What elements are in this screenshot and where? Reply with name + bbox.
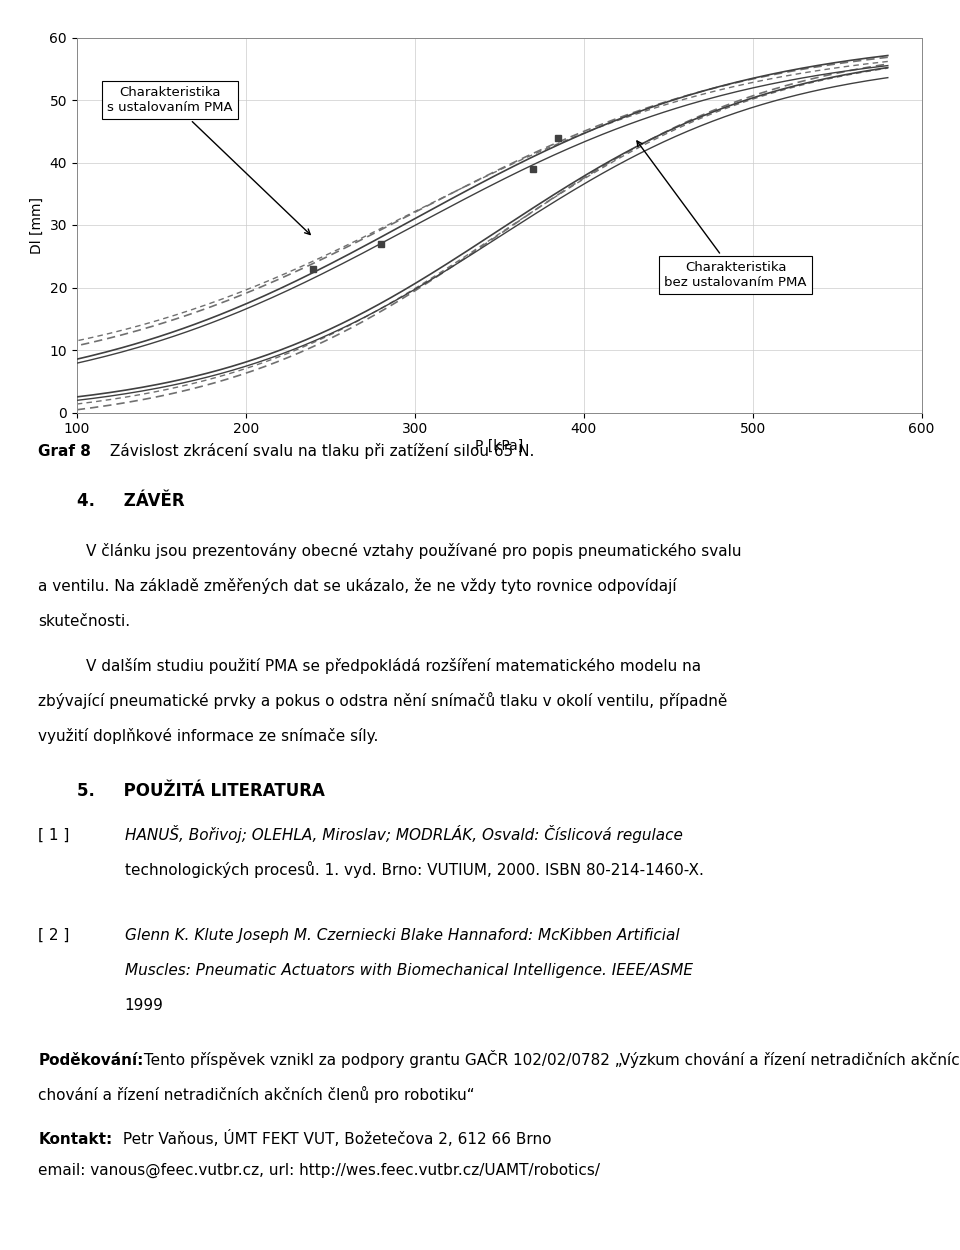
Text: Charakteristika
bez ustalovaním PMA: Charakteristika bez ustalovaním PMA — [636, 141, 807, 289]
Text: [ 1 ]: [ 1 ] — [38, 828, 70, 842]
Text: Muscles: Pneumatic Actuators with Biomechanical Intelligence. IEEE/ASME: Muscles: Pneumatic Actuators with Biomec… — [125, 962, 693, 978]
Text: HANUŠ, Bořivoj; OLEHLA, Miroslav; MODRLÁK, Osvald: Číslicová regulace: HANUŠ, Bořivoj; OLEHLA, Miroslav; MODRLÁ… — [125, 825, 683, 842]
Text: 5.     POUŽITÁ LITERATURA: 5. POUŽITÁ LITERATURA — [77, 782, 324, 800]
Text: technologických procesů. 1. vyd. Brno: VUTIUM, 2000. ISBN 80-214-1460-X.: technologických procesů. 1. vyd. Brno: V… — [125, 861, 704, 877]
Text: Kontakt:: Kontakt: — [38, 1131, 112, 1146]
Text: skutečnosti.: skutečnosti. — [38, 614, 131, 629]
Text: 1999: 1999 — [125, 998, 163, 1012]
Text: V článku jsou prezentovány obecné vztahy používané pro popis pneumatického svalu: V článku jsou prezentovány obecné vztahy… — [86, 544, 742, 559]
X-axis label: P [kPa]: P [kPa] — [475, 439, 523, 452]
Text: 4.     ZÁVĚR: 4. ZÁVĚR — [77, 492, 184, 510]
Text: využití doplňkové informace ze snímače síly.: využití doplňkové informace ze snímače s… — [38, 729, 379, 744]
Text: Charakteristika
s ustalovaním PMA: Charakteristika s ustalovaním PMA — [107, 86, 310, 235]
Text: Glenn K. Klute Joseph M. Czerniecki Blake Hannaford: McKibben Artificial: Glenn K. Klute Joseph M. Czerniecki Blak… — [125, 928, 680, 942]
Text: Tento příspěvek vznikl za podpory grantu GAČR 102/02/0782 „Výzkum chování a říze: Tento příspěvek vznikl za podpory grantu… — [139, 1050, 960, 1068]
Text: [ 2 ]: [ 2 ] — [38, 928, 70, 942]
Text: Poděkování:: Poděkování: — [38, 1052, 144, 1068]
Text: zbývající pneumatické prvky a pokus o odstra nění snímačů tlaku v okolí ventilu,: zbývající pneumatické prvky a pokus o od… — [38, 693, 728, 709]
Text: Závislost zkrácení svalu na tlaku při zatížení silou 65 N.: Závislost zkrácení svalu na tlaku při za… — [110, 444, 535, 459]
Text: Graf 8: Graf 8 — [38, 444, 91, 459]
Text: a ventilu. Na základě změřených dat se ukázalo, že ne vždy tyto rovnice odpovída: a ventilu. Na základě změřených dat se u… — [38, 579, 677, 594]
Text: email: vanous@feec.vutbr.cz, url: http://wes.feec.vutbr.cz/UAMT/robotics/: email: vanous@feec.vutbr.cz, url: http:/… — [38, 1162, 600, 1179]
Text: chování a řízení netradičních akčních členů pro robotiku“: chování a řízení netradičních akčních čl… — [38, 1086, 475, 1102]
Text: Petr Vaňous, ÚMT FEKT VUT, Božetečova 2, 612 66 Brno: Petr Vaňous, ÚMT FEKT VUT, Božetečova 2,… — [118, 1130, 552, 1146]
Y-axis label: Dl [mm]: Dl [mm] — [30, 196, 44, 254]
Text: V dalším studiu použití PMA se předpokládá rozšíření matematického modelu na: V dalším studiu použití PMA se předpoklá… — [86, 659, 702, 674]
